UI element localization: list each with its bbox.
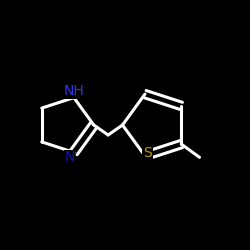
Text: S: S (143, 146, 152, 160)
Text: N: N (64, 150, 74, 164)
Text: NH: NH (64, 84, 84, 98)
